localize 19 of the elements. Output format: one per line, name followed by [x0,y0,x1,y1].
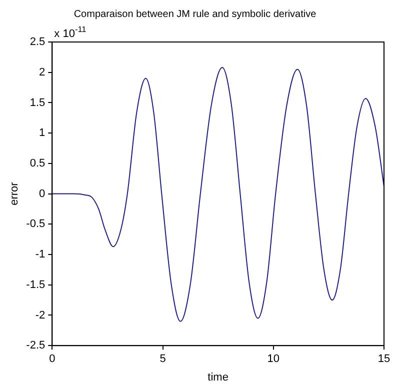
y-tick-label: 2 [39,66,46,78]
y-axis-title: error [8,182,21,206]
y-tick-label: -1.5 [26,278,46,291]
x-tick-label: 15 [378,353,390,366]
y-tick-label: -1 [35,248,46,261]
y-tick-label: -2.5 [26,340,46,352]
y-tick-label: 0 [39,188,46,200]
line-series [52,67,384,322]
x-tick-label: 10 [267,353,280,366]
y-tick-label: -2 [35,309,46,322]
x-axis-title: time [208,371,228,384]
y-tick-label: -0.5 [26,218,46,230]
y-tick-label: 2.5 [30,36,46,48]
chart-title: Comparaison between JM rule and symbolic derivative [74,8,317,20]
y-tick-label: 1.5 [30,96,46,109]
x-tick-label: 0 [49,353,56,366]
x-tick-label: 5 [160,353,166,366]
y-tick-label: 0.5 [30,157,46,170]
y-tick-label: 1 [39,127,46,140]
